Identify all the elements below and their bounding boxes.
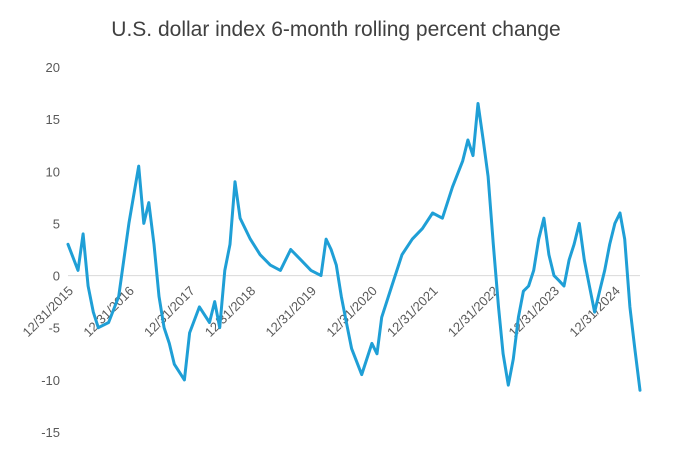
x-tick-label: 12/31/2022: [445, 283, 502, 340]
x-tick-label: 12/31/2018: [202, 283, 259, 340]
y-tick-label: 20: [46, 60, 60, 75]
x-tick-label: 12/31/2023: [506, 283, 563, 340]
x-axis-labels: 12/31/2015 12/31/2016 12/31/2017 12/31/2018…: [19, 283, 623, 340]
x-tick-label: 12/31/2019: [263, 283, 320, 340]
chart-title: U.S. dollar index 6-month rolling percen…: [111, 18, 560, 41]
y-tick-label: 0: [53, 269, 60, 284]
y-tick-label: 15: [46, 112, 60, 127]
x-tick-label: 12/31/2020: [323, 283, 380, 340]
y-tick-label: 10: [46, 164, 60, 179]
y-tick-label: -5: [48, 321, 60, 336]
x-tick-label: 12/31/2021: [384, 283, 441, 340]
y-tick-label: 5: [53, 216, 60, 231]
y-tick-label: -10: [41, 373, 60, 388]
y-axis-labels: 20 15 10 5 0 -5 -10 -15: [41, 60, 60, 440]
series-line: [66, 102, 642, 392]
y-tick-label: -15: [41, 425, 60, 440]
